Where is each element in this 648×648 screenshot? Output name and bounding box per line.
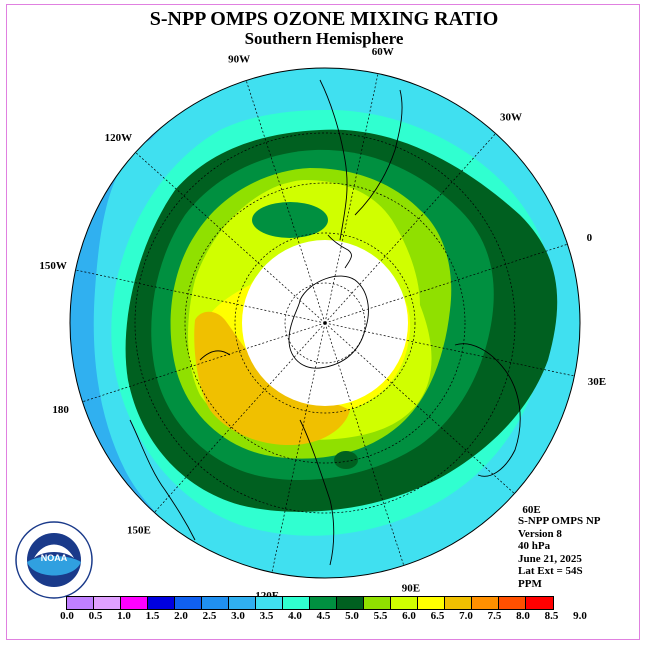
info-panel: S-NPP OMPS NP Version 8 40 hPa June 21, … xyxy=(518,515,601,590)
colorbar-swatch xyxy=(526,597,553,609)
ozone-field xyxy=(70,68,580,578)
colorbar-swatch xyxy=(256,597,283,609)
colorbar-tick-label: 8.0 xyxy=(516,610,530,622)
longitude-label: 90E xyxy=(402,582,420,594)
colorbar-tick-label: 7.0 xyxy=(459,610,473,622)
colorbar-tick-label: 6.0 xyxy=(402,610,416,622)
colorbar-tick-label: 4.0 xyxy=(288,610,302,622)
colorbar-tick-label: 0.5 xyxy=(88,610,103,622)
graticule xyxy=(75,73,575,573)
longitude-label: 60W xyxy=(372,46,394,58)
meridians xyxy=(75,73,575,573)
low-ozone-spot xyxy=(334,451,358,469)
antarctica-coast xyxy=(288,275,369,369)
meridian-line xyxy=(324,133,496,324)
colorbar-swatch xyxy=(67,597,94,609)
latitude-circle-60s xyxy=(184,182,466,464)
meridian-line xyxy=(154,322,326,513)
map-boundary xyxy=(69,67,581,579)
longitude-label: 30W xyxy=(500,111,522,123)
colorbar-tick-label: 1.0 xyxy=(117,610,131,622)
meridian-line xyxy=(324,73,379,324)
info-version: Version 8 xyxy=(518,527,562,540)
africa-coast xyxy=(454,343,521,477)
longitude-label: 60E xyxy=(522,504,540,516)
colorbar-tick-label: 3.0 xyxy=(231,610,245,622)
latitude-circle-70s xyxy=(234,232,416,414)
colorbar-swatch xyxy=(472,597,499,609)
tasmania-coast xyxy=(199,350,231,361)
colorbar-tick-label: 4.5 xyxy=(316,610,331,622)
colorbar-swatch xyxy=(364,597,391,609)
meridian-line xyxy=(324,322,405,566)
noaa-logo: NOAA xyxy=(15,521,93,599)
colorbar-tick-label: 8.5 xyxy=(544,610,559,622)
colorbar-swatch xyxy=(337,597,364,609)
colorbar xyxy=(66,596,554,610)
meridian-line xyxy=(324,322,575,377)
colorbar-tick-label: 2.5 xyxy=(202,610,217,622)
low-ozone-patch xyxy=(252,202,328,238)
longitude-label: 90W xyxy=(228,54,250,66)
colorbar-tick-label: 9.0 xyxy=(573,610,587,622)
info-date: June 21, 2025 xyxy=(518,552,582,565)
south-america-west-coast xyxy=(319,79,348,241)
colorbar-swatch xyxy=(175,597,202,609)
meridian-line xyxy=(271,322,326,573)
info-instrument: S-NPP OMPS NP xyxy=(518,515,601,527)
meridian-line xyxy=(75,269,326,324)
longitude-label: 120W xyxy=(105,132,133,144)
colorbar-tick-label: 2.0 xyxy=(174,610,188,622)
colorbar-tick-label: 5.0 xyxy=(345,610,359,622)
colorbar-swatch xyxy=(499,597,526,609)
longitude-label: 0 xyxy=(587,232,593,244)
info-units: PPM xyxy=(518,577,542,590)
plot-frame xyxy=(6,4,640,640)
logo-water xyxy=(27,556,81,576)
latitude-circle-80s xyxy=(284,282,366,364)
colorbar-swatch xyxy=(202,597,229,609)
meridian-line xyxy=(135,152,326,324)
colorbar-swatch xyxy=(148,597,175,609)
australia-coast xyxy=(299,419,335,566)
colorbar-swatch xyxy=(229,597,256,609)
colorbar-swatch xyxy=(94,597,121,609)
logo-bird xyxy=(34,544,74,558)
longitude-label: 150E xyxy=(127,525,151,537)
colorbar-swatch xyxy=(121,597,148,609)
meridian-line xyxy=(245,80,326,324)
map-title: S-NPP OMPS OZONE MIXING RATIO xyxy=(149,8,499,30)
colorbar-ticks: 0.0 0.5 1.0 1.5 2.0 2.5 3.0 3.5 4.0 4.5 5.0 5.5 6.0 6… xyxy=(0,610,648,624)
colorbar-tick-label: 5.5 xyxy=(373,610,388,622)
colorbar-tick-label: 1.5 xyxy=(145,610,160,622)
longitude-label: 150W xyxy=(39,260,67,272)
south-america-east-coast xyxy=(354,89,403,216)
meridian-line xyxy=(324,322,515,494)
colorbar-tick-label: 6.5 xyxy=(430,610,445,622)
antarctic-peninsula xyxy=(327,234,352,269)
latitude-circle-50s xyxy=(134,132,516,514)
colorbar-swatch xyxy=(283,597,310,609)
info-lat-extent: Lat Ext = 54S xyxy=(518,565,583,577)
longitude-label: 180 xyxy=(52,404,69,416)
colorbar-swatch xyxy=(391,597,418,609)
colorbar-tick-label: 7.5 xyxy=(487,610,502,622)
colorbar-tick-label: 0.0 xyxy=(60,610,74,622)
map-subtitle: Southern Hemisphere xyxy=(244,29,404,48)
longitude-label: 30E xyxy=(588,376,606,388)
colorbar-swatch xyxy=(310,597,337,609)
meridian-line xyxy=(82,322,326,403)
colorbar-swatch xyxy=(445,597,472,609)
meridian-line xyxy=(324,243,568,324)
colorbar-tick-label: 3.5 xyxy=(259,610,274,622)
info-pressure: 40 hPa xyxy=(518,540,551,552)
logo-text: NOAA xyxy=(41,553,68,563)
colorbar-swatch xyxy=(418,597,445,609)
coastlines xyxy=(129,79,521,566)
new-zealand-coast xyxy=(129,419,196,541)
